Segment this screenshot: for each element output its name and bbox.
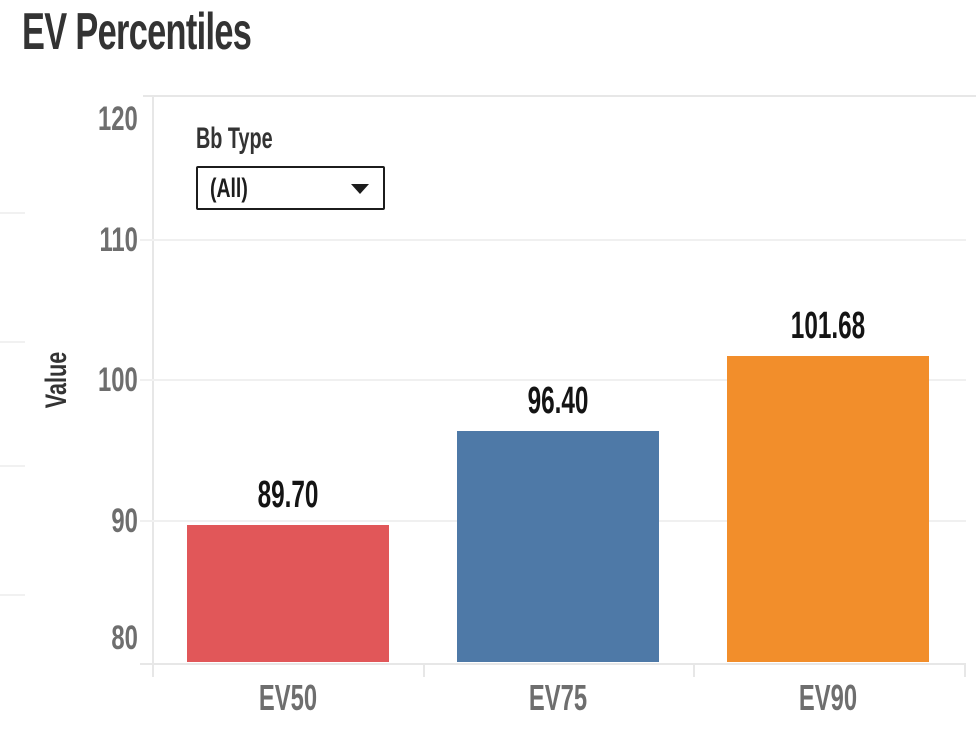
edge-gridline xyxy=(0,212,25,214)
x-axis-label-ev90: EV90 xyxy=(798,677,858,718)
y-axis-line xyxy=(152,95,154,677)
edge-gridline xyxy=(0,341,25,343)
bar-value-label-ev50: 89.70 xyxy=(257,473,319,516)
y-tick-label-120: 120 xyxy=(98,100,138,138)
x-axis-line xyxy=(140,663,966,665)
category-separator xyxy=(693,664,695,677)
plot-top-border xyxy=(143,95,976,97)
edge-gridline xyxy=(0,594,25,596)
bar-value-label-ev90: 101.68 xyxy=(790,305,866,348)
chart-title: EV Percentiles xyxy=(22,3,252,61)
gridline-100 xyxy=(140,379,966,381)
bar-ev75[interactable] xyxy=(457,430,659,662)
x-axis-label-ev50: EV50 xyxy=(258,677,318,718)
y-tick-label-110: 110 xyxy=(99,220,138,259)
bar-value-label-ev75: 96.40 xyxy=(527,379,589,422)
y-tick-label-80: 80 xyxy=(111,619,138,657)
y-tick-label-100: 100 xyxy=(98,361,138,399)
caret-down-icon xyxy=(351,184,369,194)
gridline-110 xyxy=(140,238,966,241)
category-separator xyxy=(423,664,425,677)
filter-label: Bb Type xyxy=(196,122,273,155)
y-axis-title: Value xyxy=(40,351,73,409)
bar-ev90[interactable] xyxy=(727,356,929,662)
dropdown-selected-value: (All) xyxy=(210,172,248,203)
edge-gridline xyxy=(0,465,25,467)
bb-type-filter: Bb Type (All) xyxy=(196,124,385,210)
category-separator xyxy=(964,664,966,677)
bar-ev50[interactable] xyxy=(187,524,389,662)
y-tick-label-90: 90 xyxy=(111,501,138,540)
x-axis-label-ev75: EV75 xyxy=(528,677,588,718)
bb-type-dropdown[interactable]: (All) xyxy=(196,166,385,210)
